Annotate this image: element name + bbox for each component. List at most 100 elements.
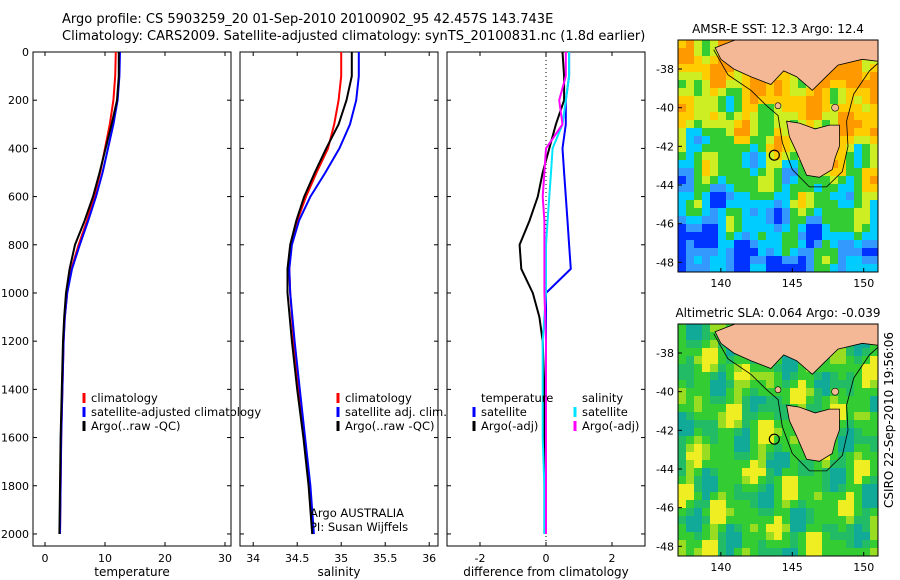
- map-cell: [814, 264, 822, 272]
- map-cell: [678, 264, 686, 272]
- map-cell: [838, 372, 846, 380]
- map-cell: [702, 388, 710, 396]
- map-cell: [718, 412, 726, 420]
- map-cell: [766, 256, 774, 264]
- y-tick-label: -48: [656, 540, 674, 553]
- map-cell: [686, 364, 694, 372]
- map-cell: [798, 232, 806, 240]
- map-cell: [814, 508, 822, 516]
- map-cell: [718, 476, 726, 484]
- map-cell: [742, 476, 750, 484]
- map-cell: [750, 200, 758, 208]
- map-cell: [702, 168, 710, 176]
- map-cell: [806, 532, 814, 540]
- map-cell: [782, 216, 790, 224]
- map-cell: [822, 224, 830, 232]
- map-cell: [822, 508, 830, 516]
- map-cell: [686, 48, 694, 56]
- map-cell: [734, 96, 742, 104]
- map-cell: [686, 548, 694, 556]
- map-cell: [710, 332, 718, 340]
- map-cell: [766, 248, 774, 256]
- map-cell: [822, 372, 830, 380]
- map-cell: [870, 508, 878, 516]
- map-cell: [750, 248, 758, 256]
- map-cell: [710, 64, 718, 72]
- map-cell: [854, 404, 862, 412]
- map-cell: [734, 396, 742, 404]
- map-cell: [846, 216, 854, 224]
- map-cell: [734, 500, 742, 508]
- series-line-2: [286, 52, 353, 535]
- map-cell: [798, 364, 806, 372]
- map-cell: [822, 96, 830, 104]
- map-cell: [694, 532, 702, 540]
- map-cell: [822, 484, 830, 492]
- map-cell: [750, 484, 758, 492]
- map-cell: [838, 484, 846, 492]
- map-cell: [806, 524, 814, 532]
- map-cell: [718, 264, 726, 272]
- map-cell: [678, 460, 686, 468]
- map-cell: [854, 412, 862, 420]
- map-cell: [782, 388, 790, 396]
- map-cell: [782, 484, 790, 492]
- map-cell: [750, 524, 758, 532]
- map-cell: [782, 80, 790, 88]
- map-cell: [766, 232, 774, 240]
- map-cell: [726, 264, 734, 272]
- map-cell: [846, 200, 854, 208]
- map-cell: [726, 192, 734, 200]
- map-cell: [854, 420, 862, 428]
- map-cell: [854, 240, 862, 248]
- map-cell: [822, 548, 830, 556]
- map-cell: [766, 112, 774, 120]
- map-cell: [846, 80, 854, 88]
- map-cell: [742, 420, 750, 428]
- map-cell: [814, 460, 822, 468]
- map-cell: [686, 420, 694, 428]
- map-cell: [806, 120, 814, 128]
- map-cell: [702, 396, 710, 404]
- map-cell: [798, 484, 806, 492]
- map-cell: [710, 404, 718, 412]
- map-cell: [710, 444, 718, 452]
- series-line-1: [288, 52, 360, 535]
- map-cell: [702, 192, 710, 200]
- map-cell: [774, 492, 782, 500]
- map-cell: [854, 516, 862, 524]
- map-cell: [838, 388, 846, 396]
- map-cell: [686, 96, 694, 104]
- map-cell: [718, 524, 726, 532]
- map-cell: [790, 436, 798, 444]
- legend-title-temperature: temperature: [481, 391, 553, 405]
- map-cell: [782, 532, 790, 540]
- map-cell: [822, 208, 830, 216]
- map-cell: [870, 476, 878, 484]
- map-cell: [846, 72, 854, 80]
- temperature-panel: 0 10 20 30 0 200 400 600 800 1000 1200 1400 1600 1800…: [1, 46, 261, 579]
- map-cell: [854, 152, 862, 160]
- map-cell: [774, 516, 782, 524]
- map-cell: [862, 532, 870, 540]
- map-cell: [694, 112, 702, 120]
- map-cell: [718, 200, 726, 208]
- map-cell: [678, 232, 686, 240]
- map-cell: [758, 216, 766, 224]
- map-cell: [838, 404, 846, 412]
- map-cell: [758, 452, 766, 460]
- map-cell: [822, 240, 830, 248]
- map-cell: [734, 452, 742, 460]
- map-cell: [686, 64, 694, 72]
- map-cell: [782, 168, 790, 176]
- map-cell: [822, 176, 830, 184]
- map-cell: [718, 192, 726, 200]
- map-cell: [782, 152, 790, 160]
- map-cell: [758, 152, 766, 160]
- map-cell: [830, 240, 838, 248]
- map-cell: [790, 248, 798, 256]
- map-cell: [758, 444, 766, 452]
- map-cell: [846, 516, 854, 524]
